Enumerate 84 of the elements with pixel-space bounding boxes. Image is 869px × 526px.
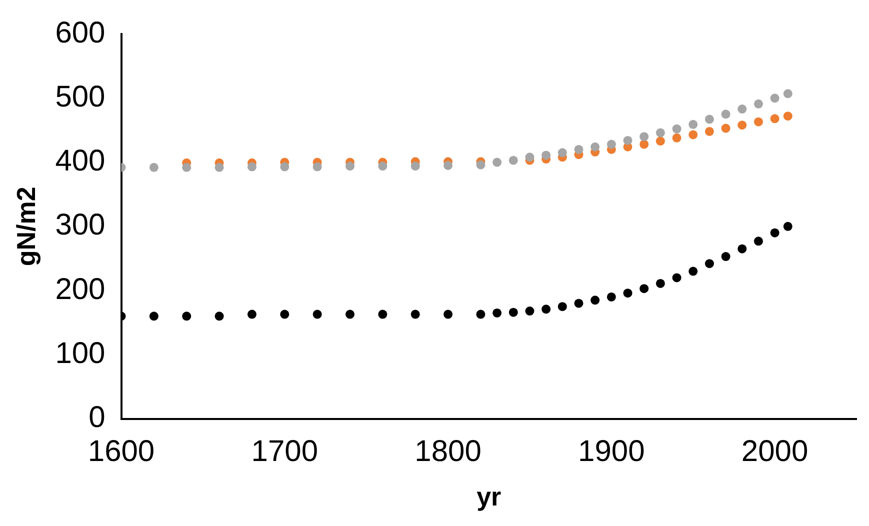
point <box>574 144 584 154</box>
point <box>754 236 763 246</box>
point <box>704 126 714 136</box>
point <box>214 162 224 172</box>
x-tick-label: 1800 <box>414 435 482 468</box>
point <box>738 104 747 114</box>
point <box>476 310 486 319</box>
x-axis-title: yr <box>476 482 502 512</box>
point <box>492 308 502 318</box>
y-axis-title: gN/m2 <box>10 186 41 266</box>
y-tick-label: 400 <box>55 144 106 178</box>
x-tick-label: 1700 <box>251 435 318 468</box>
point <box>783 89 792 98</box>
point <box>542 304 551 314</box>
y-tick-label: 0 <box>88 401 106 434</box>
point <box>182 312 192 321</box>
point <box>410 310 420 319</box>
point <box>640 284 649 294</box>
y-tick-label: 100 <box>55 336 106 370</box>
y-tick-label: 200 <box>55 272 106 306</box>
point <box>345 310 354 319</box>
point <box>640 140 649 149</box>
point <box>247 310 256 319</box>
point <box>182 162 192 172</box>
point <box>754 117 763 126</box>
point <box>770 114 780 124</box>
point <box>312 310 322 319</box>
point <box>525 306 534 316</box>
point <box>444 160 453 170</box>
point <box>525 152 534 162</box>
point <box>606 292 616 302</box>
point <box>149 162 158 172</box>
point <box>558 148 567 158</box>
x-tick-label: 1900 <box>578 435 645 468</box>
point <box>623 288 632 298</box>
point <box>590 142 600 152</box>
point <box>672 133 682 142</box>
y-tick-label: 300 <box>55 208 106 242</box>
point <box>410 162 420 171</box>
point <box>704 259 714 268</box>
point <box>783 112 792 121</box>
point <box>770 94 780 103</box>
point <box>688 266 698 276</box>
point <box>754 99 763 108</box>
point <box>345 162 354 171</box>
point <box>738 120 747 130</box>
point <box>623 136 632 145</box>
point <box>672 124 682 134</box>
point <box>656 136 665 146</box>
point <box>721 110 730 119</box>
point <box>508 156 518 165</box>
point <box>590 296 600 305</box>
point <box>688 130 698 140</box>
point <box>606 140 616 149</box>
x-tick-label: 1600 <box>88 435 155 468</box>
point <box>656 278 665 288</box>
point <box>574 298 584 308</box>
point <box>508 308 518 317</box>
point <box>704 114 714 124</box>
point <box>738 244 747 254</box>
point <box>558 302 567 312</box>
point <box>280 310 290 319</box>
point <box>378 162 388 171</box>
point <box>688 120 698 129</box>
point <box>672 273 682 282</box>
point <box>783 222 792 231</box>
y-tick-label: 600 <box>55 16 106 50</box>
point <box>542 150 551 160</box>
point <box>444 310 453 319</box>
point <box>378 310 388 319</box>
point <box>476 160 486 170</box>
point <box>312 162 322 172</box>
point <box>149 312 158 321</box>
point <box>214 312 224 321</box>
point <box>656 128 665 138</box>
point <box>280 162 290 172</box>
y-tick-label: 500 <box>55 80 106 114</box>
point <box>721 252 730 262</box>
x-tick-label: 2000 <box>741 435 808 468</box>
point <box>721 124 730 133</box>
point <box>492 158 502 167</box>
point <box>640 132 649 142</box>
point <box>247 162 256 172</box>
point <box>770 228 780 238</box>
